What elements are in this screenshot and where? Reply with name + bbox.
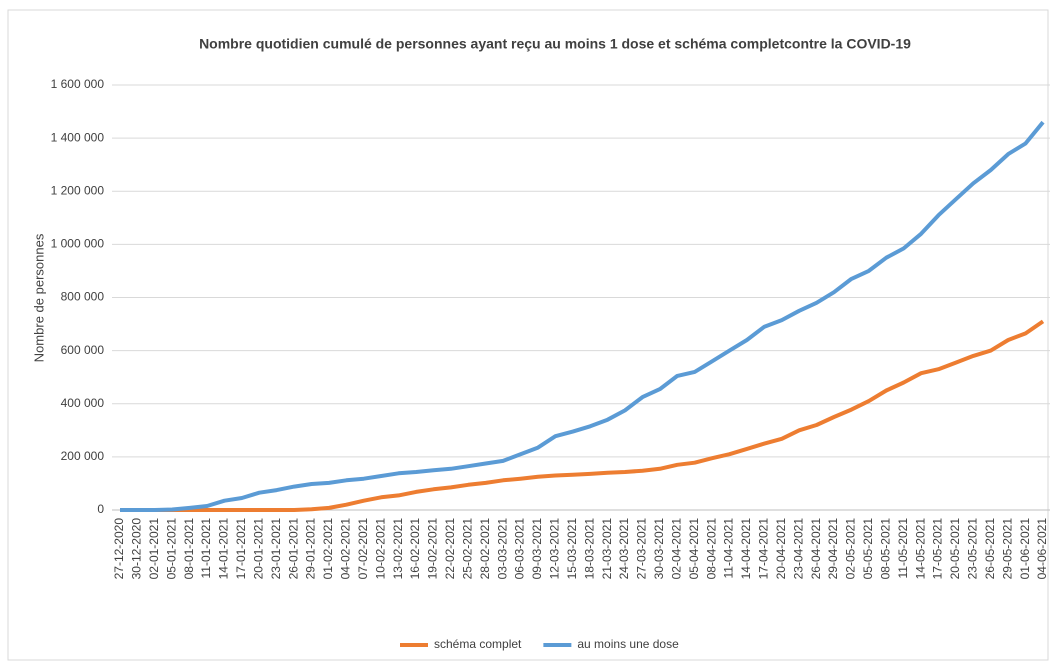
y-tick-label: 200 000 bbox=[61, 449, 105, 463]
x-tick-label: 11-05-2021 bbox=[896, 518, 910, 579]
data-line bbox=[120, 319, 1045, 512]
y-tick-label: 0 bbox=[97, 502, 104, 516]
legend-label: schéma complet bbox=[434, 637, 522, 651]
x-tick-label: 27-12-2020 bbox=[112, 518, 126, 580]
x-tick-label: 01-02-2021 bbox=[321, 518, 335, 580]
x-tick-label: 10-02-2021 bbox=[373, 518, 387, 580]
x-tick-label: 14-04-2021 bbox=[739, 518, 753, 580]
x-tick-label: 11-04-2021 bbox=[722, 518, 736, 579]
x-tick-label: 01-06-2021 bbox=[1018, 518, 1032, 580]
x-tick-label: 11-01-2021 bbox=[199, 518, 213, 579]
x-tick-label: 20-01-2021 bbox=[251, 518, 265, 580]
x-tick-label: 13-02-2021 bbox=[391, 518, 405, 580]
legend-label: au moins une dose bbox=[577, 637, 679, 651]
x-tick-label: 30-12-2020 bbox=[130, 518, 144, 580]
x-tick-label: 05-04-2021 bbox=[687, 518, 701, 580]
x-tick-label: 23-01-2021 bbox=[269, 518, 283, 580]
x-tick-label: 21-03-2021 bbox=[600, 518, 614, 580]
x-tick-label: 03-03-2021 bbox=[495, 518, 509, 580]
x-tick-label: 26-01-2021 bbox=[286, 518, 300, 580]
x-tick-label: 02-04-2021 bbox=[669, 518, 683, 580]
x-tick-label: 26-04-2021 bbox=[809, 518, 823, 580]
x-tick-label: 08-05-2021 bbox=[878, 518, 892, 580]
chart-frame bbox=[7, 9, 1049, 661]
y-axis-label: Nombre de personnes bbox=[31, 233, 46, 362]
x-tick-label: 09-03-2021 bbox=[530, 518, 544, 580]
x-tick-label: 20-05-2021 bbox=[948, 518, 962, 580]
x-tick-label: 14-01-2021 bbox=[217, 518, 231, 580]
x-tick-label: 23-05-2021 bbox=[966, 518, 980, 580]
x-tick-label: 07-02-2021 bbox=[356, 518, 370, 580]
x-tick-label: 08-01-2021 bbox=[182, 518, 196, 580]
y-tick-label: 1 000 000 bbox=[51, 237, 105, 251]
x-tick-label: 18-03-2021 bbox=[582, 518, 596, 580]
x-tick-label: 22-02-2021 bbox=[443, 518, 457, 580]
x-tick-label: 12-03-2021 bbox=[548, 518, 562, 580]
x-tick-label: 02-05-2021 bbox=[844, 518, 858, 580]
x-tick-label: 04-06-2021 bbox=[1035, 518, 1049, 580]
y-tick-label: 1 200 000 bbox=[51, 183, 105, 197]
x-tick-label: 20-04-2021 bbox=[774, 518, 788, 580]
y-tick-label: 1 600 000 bbox=[51, 77, 105, 91]
y-tick-label: 800 000 bbox=[61, 290, 105, 304]
x-tick-label: 16-02-2021 bbox=[408, 518, 422, 580]
x-tick-label: 04-02-2021 bbox=[339, 518, 353, 580]
x-tick-label: 26-05-2021 bbox=[983, 518, 997, 580]
data-line bbox=[120, 120, 1045, 512]
x-tick-label: 17-01-2021 bbox=[234, 518, 248, 580]
x-tick-label: 24-03-2021 bbox=[617, 518, 631, 580]
x-tick-label: 23-04-2021 bbox=[791, 518, 805, 580]
x-tick-label: 15-03-2021 bbox=[565, 518, 579, 580]
x-tick-label: 08-04-2021 bbox=[704, 518, 718, 580]
x-tick-label: 27-03-2021 bbox=[635, 518, 649, 580]
x-tick-label: 29-01-2021 bbox=[304, 518, 318, 580]
x-tick-label: 17-04-2021 bbox=[757, 518, 771, 580]
x-tick-label: 02-01-2021 bbox=[147, 518, 161, 580]
x-tick-label: 05-05-2021 bbox=[861, 518, 875, 580]
x-tick-label: 05-01-2021 bbox=[164, 518, 178, 580]
y-tick-label: 1 400 000 bbox=[51, 130, 105, 144]
x-tick-label: 29-04-2021 bbox=[826, 518, 840, 580]
x-tick-label: 14-05-2021 bbox=[913, 518, 927, 580]
x-tick-label: 28-02-2021 bbox=[478, 518, 492, 580]
chart-title: Nombre quotidien cumulé de personnes aya… bbox=[199, 36, 911, 52]
x-tick-label: 17-05-2021 bbox=[931, 518, 945, 580]
y-tick-label: 400 000 bbox=[61, 396, 105, 410]
x-tick-label: 19-02-2021 bbox=[426, 518, 440, 580]
x-tick-label: 29-05-2021 bbox=[1000, 518, 1014, 580]
y-tick-label: 600 000 bbox=[61, 343, 105, 357]
x-tick-label: 30-03-2021 bbox=[652, 518, 666, 580]
x-tick-label: 06-03-2021 bbox=[513, 518, 527, 580]
x-tick-label: 25-02-2021 bbox=[460, 518, 474, 580]
